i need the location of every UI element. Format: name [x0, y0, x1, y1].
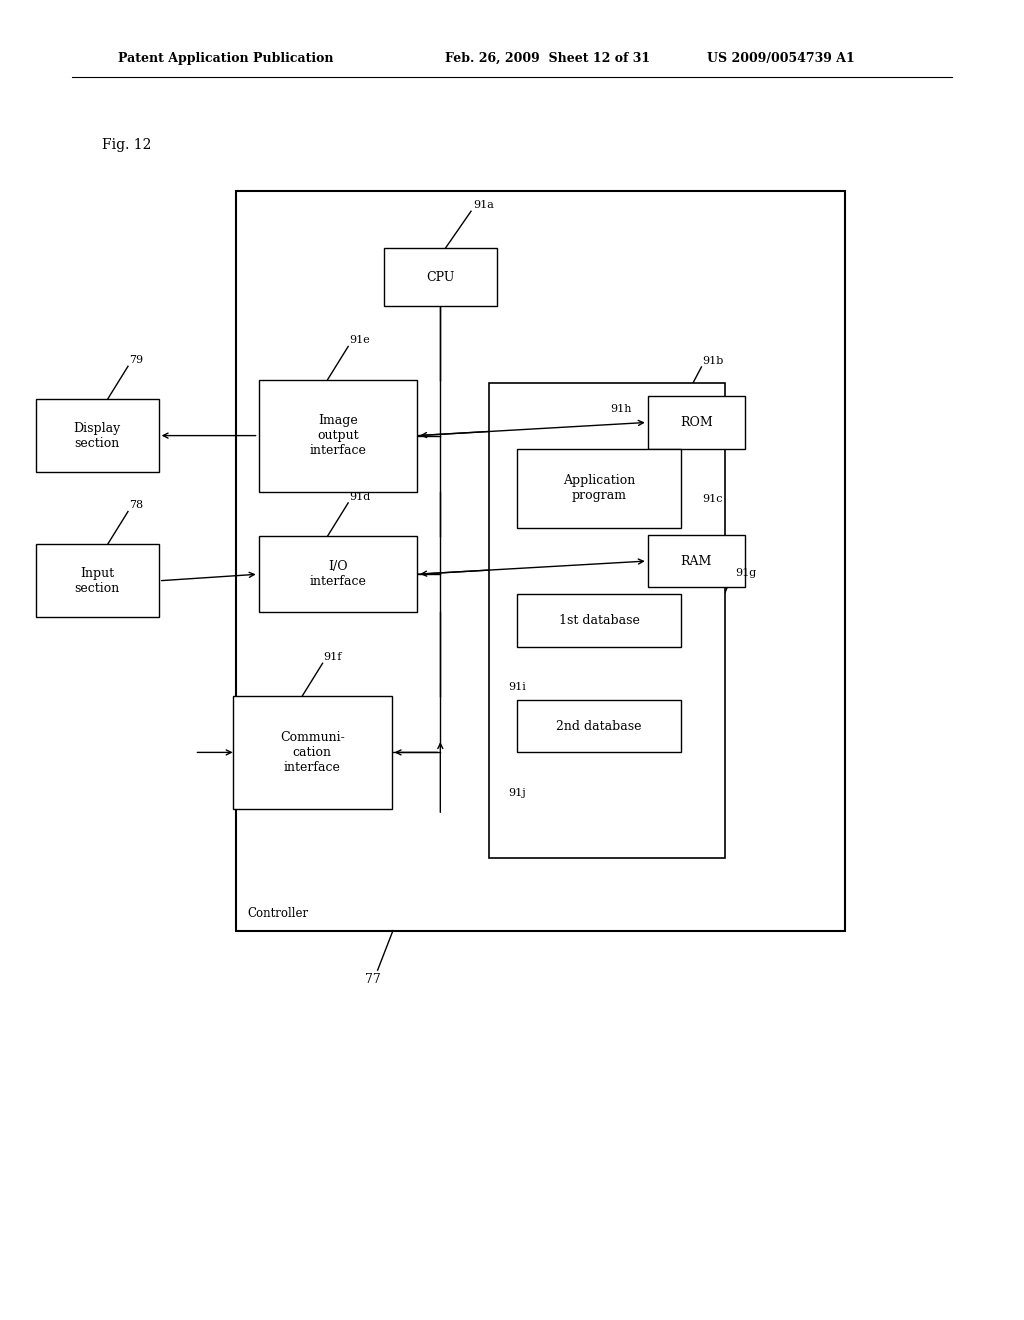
Text: 91c: 91c — [702, 494, 723, 504]
Bar — [517, 700, 681, 752]
Text: 79: 79 — [129, 355, 143, 364]
Text: Controller: Controller — [248, 907, 309, 920]
Text: 91f: 91f — [324, 652, 342, 663]
Bar — [517, 594, 681, 647]
Bar — [648, 535, 745, 587]
Text: 91h: 91h — [610, 404, 632, 414]
Text: Display
section: Display section — [74, 421, 121, 450]
Text: 78: 78 — [129, 500, 143, 510]
Text: 91g: 91g — [735, 568, 757, 578]
Text: 91e: 91e — [349, 335, 370, 345]
Text: Image
output
interface: Image output interface — [309, 414, 367, 457]
Text: Communi-
cation
interface: Communi- cation interface — [280, 731, 345, 774]
Bar — [489, 383, 725, 858]
Bar — [36, 399, 159, 471]
Text: 77: 77 — [365, 973, 380, 986]
Text: 1st database: 1st database — [559, 614, 639, 627]
Text: 2nd database: 2nd database — [556, 719, 642, 733]
Text: US 2009/0054739 A1: US 2009/0054739 A1 — [707, 51, 854, 65]
Text: 91b: 91b — [702, 355, 724, 366]
Text: Patent Application Publication: Patent Application Publication — [118, 51, 333, 65]
Text: I/O
interface: I/O interface — [309, 560, 367, 589]
Bar — [236, 191, 845, 931]
Text: Input
section: Input section — [75, 566, 120, 595]
Text: Feb. 26, 2009  Sheet 12 of 31: Feb. 26, 2009 Sheet 12 of 31 — [445, 51, 650, 65]
Text: ROM: ROM — [680, 416, 713, 429]
Text: Application
program: Application program — [563, 474, 635, 503]
Text: 91i: 91i — [508, 682, 525, 693]
Bar — [384, 248, 497, 306]
Text: 91d: 91d — [349, 491, 371, 502]
Bar — [258, 380, 418, 491]
Text: 91j: 91j — [508, 788, 525, 799]
Bar — [232, 697, 391, 808]
Bar — [258, 536, 418, 612]
Bar — [36, 544, 159, 616]
Text: CPU: CPU — [426, 271, 455, 284]
Text: 91a: 91a — [473, 199, 494, 210]
Text: RAM: RAM — [681, 554, 712, 568]
Text: Fig. 12: Fig. 12 — [102, 139, 152, 152]
Bar — [517, 449, 681, 528]
Bar — [648, 396, 745, 449]
